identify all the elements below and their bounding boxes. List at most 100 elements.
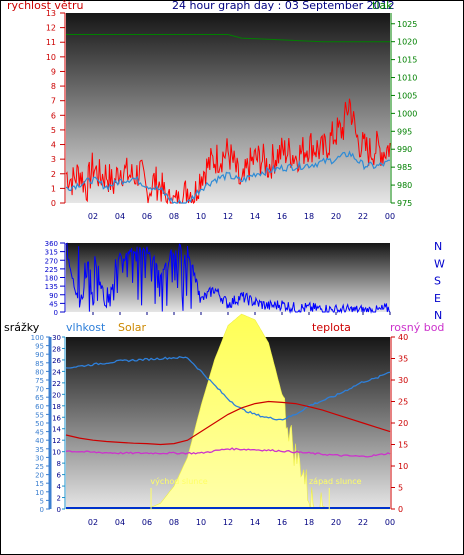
pressure-tick-label: 995 bbox=[397, 127, 412, 136]
direction-compass-label: N bbox=[434, 309, 442, 322]
wind-tick-label: 9 bbox=[51, 67, 56, 76]
direction-tick-label: 0 bbox=[54, 309, 58, 317]
temperature-tick-label: 25 bbox=[398, 398, 408, 407]
wind-speed-line bbox=[65, 98, 391, 205]
rain-tick-label: 100 bbox=[31, 334, 44, 342]
wind-tick-label: 12 bbox=[46, 24, 56, 33]
x-tick-label: 12 bbox=[223, 212, 233, 221]
x-tick-label: 00 bbox=[385, 212, 395, 221]
sunset-label: západ slunce bbox=[309, 477, 362, 486]
x-tick-label-bottom: 20 bbox=[331, 518, 341, 527]
pressure-tick-label: 980 bbox=[397, 181, 412, 190]
direction-tick-label: 360 bbox=[45, 240, 58, 248]
wind-tick-label: 0 bbox=[51, 199, 56, 208]
chart-title: 24 hour graph day : 03 September 2012 bbox=[172, 0, 395, 12]
humidity-tick-label: 22 bbox=[52, 380, 61, 388]
temperature-tick-label: 5 bbox=[398, 484, 403, 493]
rain-tick-label: 20 bbox=[35, 472, 44, 480]
x-tick-label-bottom: 16 bbox=[277, 518, 287, 527]
temperature-line bbox=[65, 400, 391, 446]
wind-axis-label: rychlost větru bbox=[7, 0, 83, 12]
rain-tick-label: 30 bbox=[35, 454, 44, 462]
x-tick-label-bottom: 10 bbox=[196, 518, 206, 527]
x-tick-label: 22 bbox=[358, 212, 368, 221]
temperature-tick-label: 10 bbox=[398, 462, 408, 471]
wind-tick-label: 4 bbox=[51, 141, 56, 150]
x-tick-label: 20 bbox=[331, 212, 341, 221]
rain-tick-label: 70 bbox=[35, 386, 44, 394]
rain-tick-label: 45 bbox=[35, 429, 44, 437]
direction-compass-label: S bbox=[434, 275, 441, 288]
x-tick-label-bottom: 04 bbox=[115, 518, 125, 527]
humidity-tick-label: 6 bbox=[57, 472, 62, 480]
rain-tick-label: 35 bbox=[35, 446, 44, 454]
humidity-tick-label: 12 bbox=[52, 437, 61, 445]
humidity-axis-label: vlhkost bbox=[66, 321, 106, 334]
pressure-tick-label: 990 bbox=[397, 145, 412, 154]
x-tick-label-bottom: 14 bbox=[250, 518, 260, 527]
x-tick-label: 10 bbox=[196, 212, 206, 221]
dewpoint-line bbox=[65, 447, 391, 458]
wind-tick-label: 6 bbox=[51, 111, 56, 120]
rain-tick-label: 55 bbox=[35, 411, 44, 419]
wind-tick-label: 11 bbox=[46, 38, 56, 47]
pressure-tick-label: 975 bbox=[397, 199, 412, 208]
x-tick-label-bottom: 08 bbox=[169, 518, 179, 527]
wind-tick-label: 10 bbox=[46, 53, 56, 62]
humidity-tick-label: 18 bbox=[52, 403, 61, 411]
x-tick-label: 14 bbox=[250, 212, 260, 221]
rain-tick-label: 50 bbox=[35, 420, 44, 428]
direction-tick-label: 180 bbox=[45, 275, 58, 283]
humidity-tick-label: 0 bbox=[57, 506, 61, 514]
pressure-tick-label: 985 bbox=[397, 163, 412, 172]
direction-compass-label: W bbox=[434, 257, 445, 270]
direction-compass-label: E bbox=[434, 292, 441, 305]
pressure-tick-label: 1020 bbox=[397, 38, 417, 47]
sunrise-label: východ slunce bbox=[150, 477, 207, 486]
humidity-tick-label: 8 bbox=[57, 460, 61, 468]
pressure-tick-label: 1005 bbox=[397, 91, 417, 100]
humidity-tick-label: 20 bbox=[52, 391, 61, 399]
temperature-tick-label: 0 bbox=[398, 505, 403, 514]
x-tick-label: 16 bbox=[277, 212, 287, 221]
direction-tick-label: 225 bbox=[45, 266, 58, 274]
rain-tick-label: 90 bbox=[35, 351, 44, 359]
wind-tick-label: 1 bbox=[51, 184, 56, 193]
pressure-line bbox=[66, 34, 390, 43]
x-tick-label: 06 bbox=[142, 212, 152, 221]
humidity-tick-label: 2 bbox=[57, 495, 61, 503]
direction-tick-label: 90 bbox=[49, 292, 58, 300]
wind-tick-label: 7 bbox=[51, 97, 56, 106]
rain-tick-label: 85 bbox=[35, 360, 44, 368]
pressure-tick-label: 1025 bbox=[397, 20, 417, 29]
pressure-tick-label: 1015 bbox=[397, 56, 417, 65]
temperature-tick-label: 15 bbox=[398, 441, 408, 450]
solar-axis-label: Solar bbox=[118, 321, 147, 334]
rain-tick-label: 65 bbox=[35, 394, 44, 402]
x-tick-label: 04 bbox=[115, 212, 125, 221]
x-tick-label-bottom: 06 bbox=[142, 518, 152, 527]
temperature-axis-label: teplota bbox=[312, 321, 351, 334]
x-tick-label-bottom: 02 bbox=[88, 518, 98, 527]
direction-tick-label: 315 bbox=[45, 249, 58, 257]
x-tick-label-bottom: 18 bbox=[304, 518, 314, 527]
wind-panel-bg bbox=[66, 13, 390, 203]
direction-compass-label: N bbox=[434, 240, 442, 253]
temperature-tick-label: 35 bbox=[398, 355, 408, 364]
humidity-line bbox=[65, 355, 391, 421]
temperature-tick-label: 30 bbox=[398, 376, 408, 385]
rain-tick-label: 40 bbox=[35, 437, 44, 445]
pressure-tick-label: 1010 bbox=[397, 74, 417, 83]
pressure-axis-label: tlak bbox=[372, 0, 393, 12]
temperature-tick-label: 20 bbox=[398, 419, 408, 428]
humidity-tick-label: 28 bbox=[52, 345, 61, 353]
dewpoint-axis-label: rosný bod bbox=[390, 321, 444, 334]
humidity-tick-label: 24 bbox=[52, 368, 61, 376]
wind-tick-label: 5 bbox=[51, 126, 56, 135]
wind-tick-label: 3 bbox=[51, 155, 56, 164]
rain-tick-label: 0 bbox=[40, 506, 44, 514]
wind-average-line bbox=[65, 150, 391, 204]
rain-tick-label: 5 bbox=[40, 497, 44, 505]
rain-tick-label: 10 bbox=[35, 489, 44, 497]
